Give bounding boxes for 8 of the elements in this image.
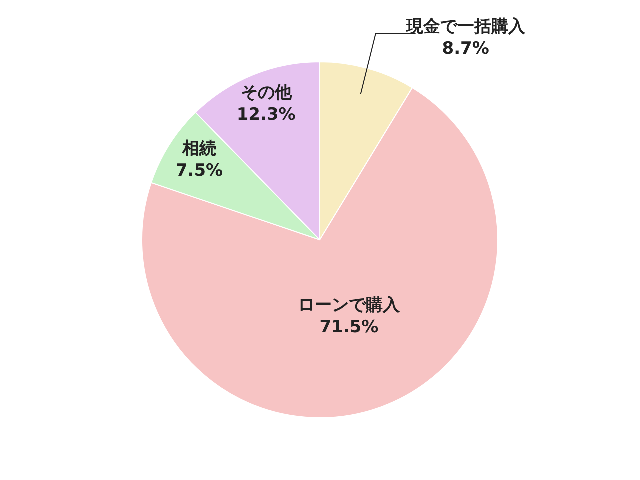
slice-label: 相続 — [182, 139, 217, 160]
slice-label: その他 — [240, 83, 293, 104]
data-label: 8.7% — [442, 39, 490, 59]
data-label: 71.5% — [320, 317, 379, 338]
slice-label: ローンで購入 — [298, 295, 402, 316]
slice-label: 現金で一括購入 — [405, 17, 526, 37]
data-label: 7.5% — [176, 161, 224, 182]
data-label: 12.3% — [236, 105, 296, 126]
